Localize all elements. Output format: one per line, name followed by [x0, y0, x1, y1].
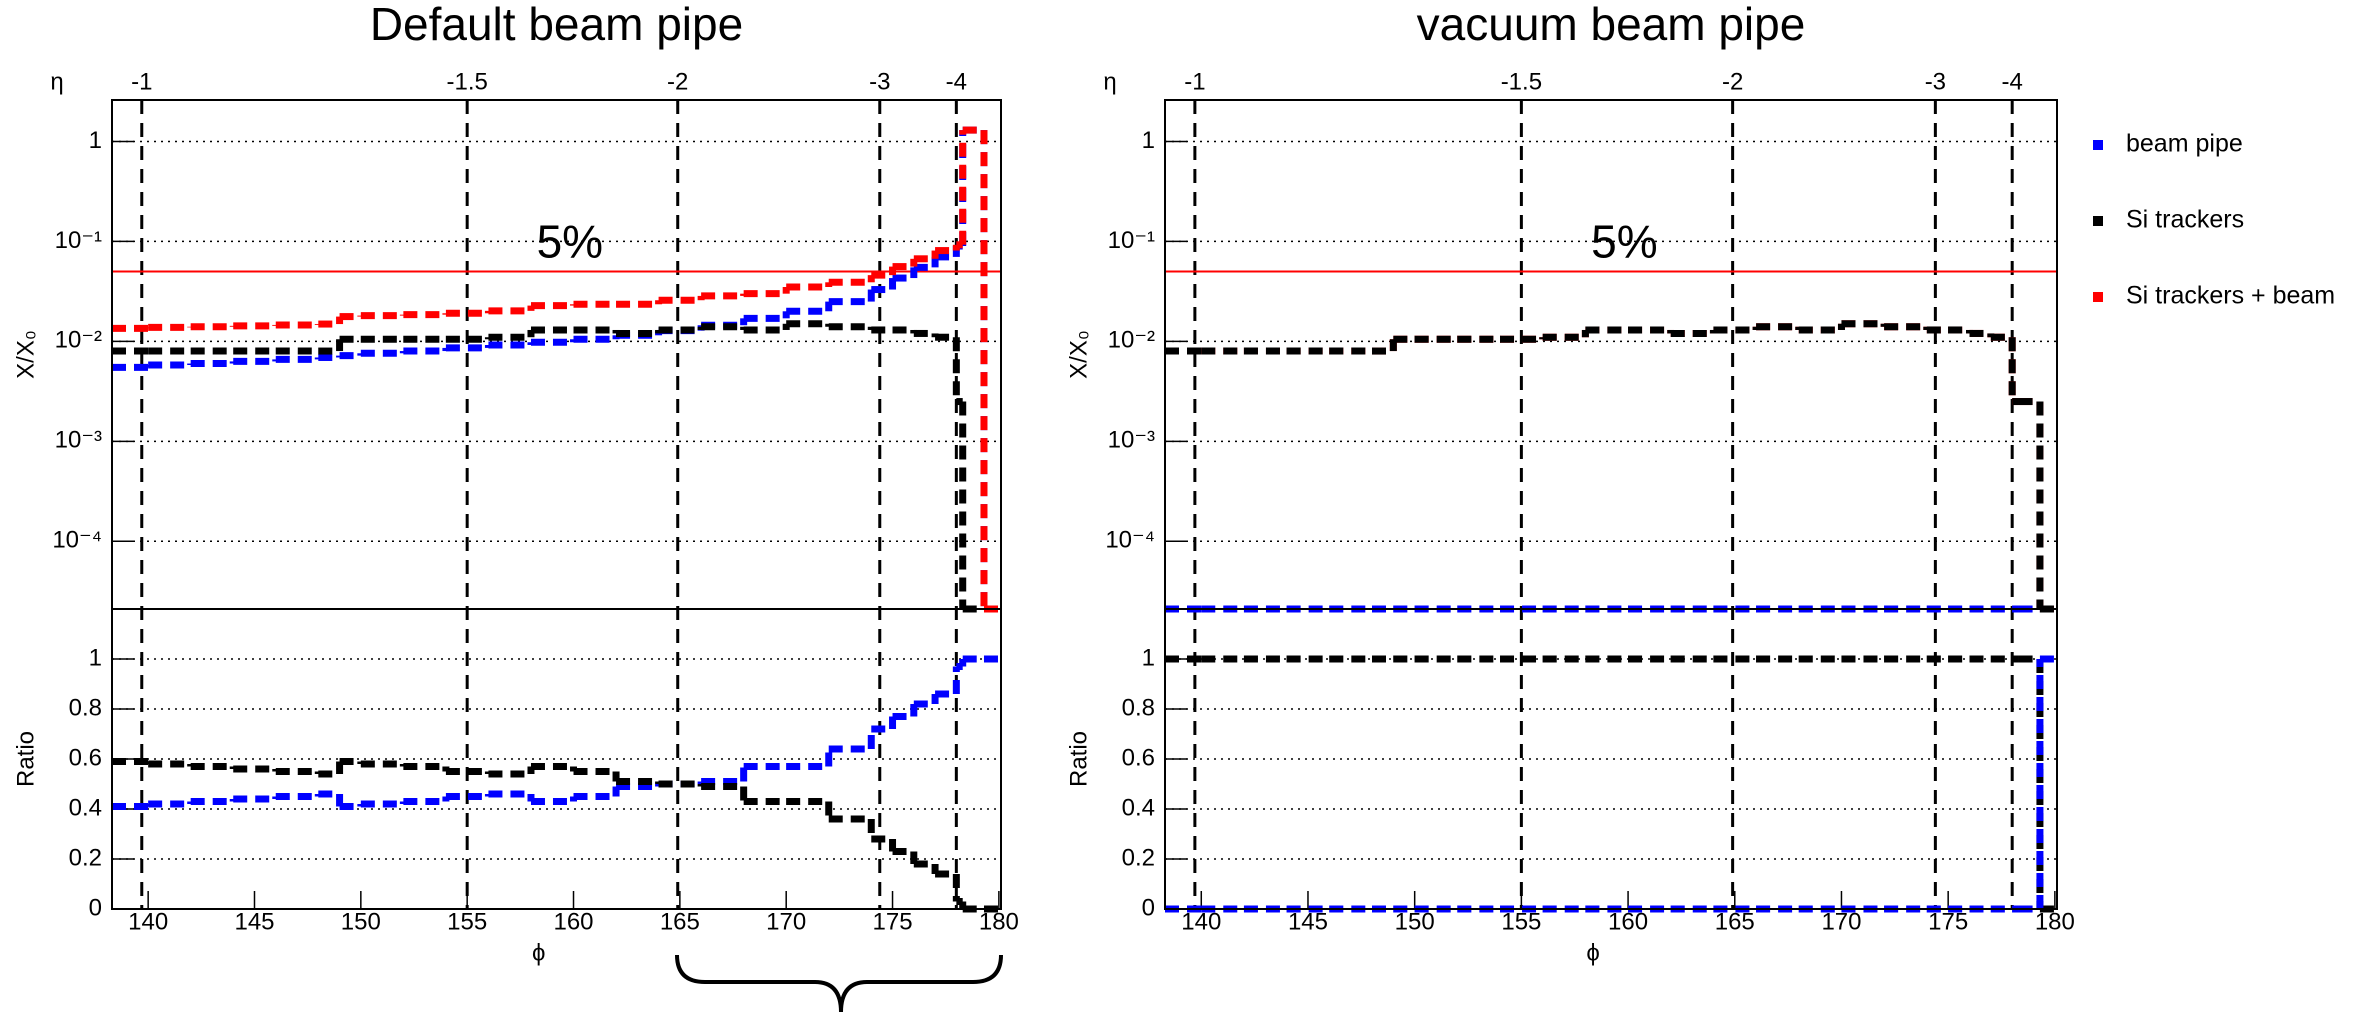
- plot-frame: [111, 608, 1002, 910]
- y-tick-label: 0.6: [1122, 744, 1155, 771]
- plot-frame: [1164, 608, 2058, 910]
- eta-tick-label: -1.5: [446, 68, 487, 95]
- eta-tick-label: -4: [946, 68, 967, 95]
- legend-marker: [2093, 216, 2103, 226]
- x-tick-label: 150: [1395, 908, 1435, 935]
- x-tick-label: 160: [553, 908, 593, 935]
- y-tick-label: 10⁻⁴: [52, 527, 102, 554]
- chart-title: Default beam pipe: [370, 0, 743, 50]
- x-tick-label: 170: [766, 908, 806, 935]
- eta-tick-label: -3: [1925, 68, 1946, 95]
- reference-label: 5%: [537, 216, 603, 268]
- y-tick-label: 0.2: [69, 844, 102, 871]
- x-axis-label: ϕ: [1586, 939, 1599, 966]
- x-tick-label: 170: [1821, 908, 1861, 935]
- eta-tick-label: -1.5: [1501, 68, 1542, 95]
- y-tick-label: 0.8: [1122, 694, 1155, 721]
- x-axis-label: ϕ: [532, 939, 545, 966]
- y-axis-label: Ratio: [1065, 731, 1092, 787]
- x-tick-label: 175: [873, 908, 913, 935]
- eta-tick-label: -1: [131, 68, 152, 95]
- eta-label: η: [1103, 68, 1116, 95]
- y-tick-label: 0: [89, 894, 102, 921]
- x-tick-label: 145: [234, 908, 274, 935]
- x-tick-label: 155: [1501, 908, 1541, 935]
- eta-tick-label: -3: [869, 68, 890, 95]
- legend-label: beam pipe: [2126, 130, 2243, 158]
- eta-tick-label: -4: [2002, 68, 2023, 95]
- y-tick-label: 10⁻³: [55, 427, 102, 454]
- y-axis-label: Ratio: [12, 731, 39, 787]
- x-tick-label: 160: [1608, 908, 1648, 935]
- y-tick-label: 10⁻³: [1108, 427, 1155, 454]
- eta-tick-label: -2: [1722, 68, 1743, 95]
- y-tick-label: 1: [1142, 644, 1155, 671]
- eta-tick-label: -2: [667, 68, 688, 95]
- x-tick-label: 150: [341, 908, 381, 935]
- y-tick-label: 10⁻¹: [55, 227, 102, 254]
- x-tick-label: 180: [979, 908, 1019, 935]
- eta-tick-label: -1: [1184, 68, 1205, 95]
- y-axis-label: X/X₀: [12, 330, 39, 379]
- y-tick-label: 1: [89, 644, 102, 671]
- y-tick-label: 0.4: [69, 794, 102, 821]
- x-tick-label: 165: [1715, 908, 1755, 935]
- x-tick-label: 155: [447, 908, 487, 935]
- legend-marker: [2093, 140, 2103, 150]
- legend-marker: [2093, 292, 2103, 302]
- legend-label: Si trackers: [2126, 206, 2244, 234]
- x-tick-label: 140: [128, 908, 168, 935]
- bracket: [675, 954, 1003, 1013]
- x-tick-label: 145: [1288, 908, 1328, 935]
- y-axis-label: X/X₀: [1065, 330, 1092, 379]
- y-tick-label: 1: [1142, 127, 1155, 154]
- y-tick-label: 10⁻¹: [1108, 227, 1155, 254]
- reference-label: 5%: [1591, 216, 1657, 268]
- x-tick-label: 180: [2035, 908, 2075, 935]
- eta-label: η: [50, 68, 63, 95]
- y-tick-label: 0.8: [69, 694, 102, 721]
- x-tick-label: 175: [1928, 908, 1968, 935]
- x-tick-label: 165: [660, 908, 700, 935]
- y-tick-label: 10⁻⁴: [1105, 527, 1155, 554]
- y-tick-label: 1: [89, 127, 102, 154]
- y-tick-label: 0.2: [1122, 844, 1155, 871]
- y-tick-label: 0.6: [69, 744, 102, 771]
- y-tick-label: 0: [1142, 894, 1155, 921]
- x-tick-label: 140: [1181, 908, 1221, 935]
- legend-label: Si trackers + beam: [2126, 282, 2335, 310]
- y-tick-label: 0.4: [1122, 794, 1155, 821]
- chart-title: vacuum beam pipe: [1417, 0, 1806, 50]
- y-tick-label: 10⁻²: [1108, 327, 1155, 354]
- y-tick-label: 10⁻²: [55, 327, 102, 354]
